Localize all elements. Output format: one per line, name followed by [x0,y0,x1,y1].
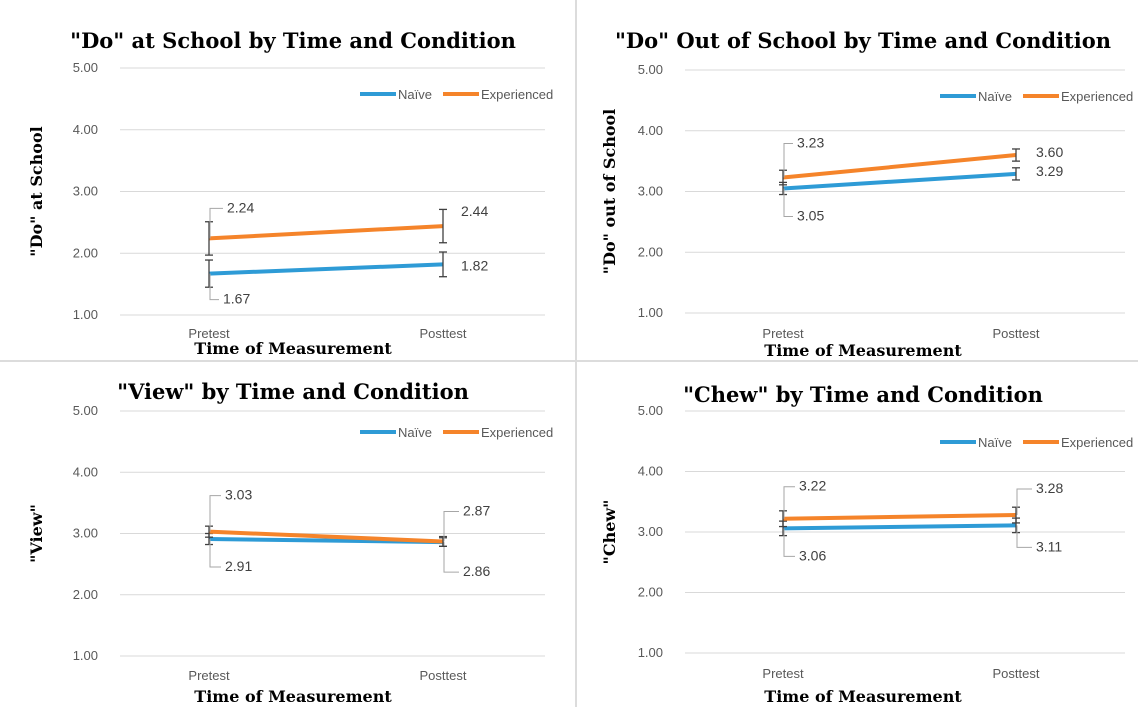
series-line [208,529,444,544]
data-label-leader [783,486,795,519]
data-label: 3.23 [797,135,824,151]
data-label-leader [209,495,221,532]
y-tick-label: 2.00 [73,245,98,260]
panel-divider-horizontal [0,360,1138,362]
y-axis-label: "Do" at School [27,126,46,256]
x-axis-label: Time of Measurement [194,687,392,706]
y-tick-label: 3.00 [638,184,663,199]
data-label-leader [783,188,793,217]
y-tick-label: 5.00 [638,62,663,77]
chart-title: "Chew" by Time and Condition [683,382,1043,407]
data-label: 2.91 [225,558,252,574]
data-label: 3.03 [225,487,252,503]
y-tick-label: 2.00 [638,585,663,600]
series-line [782,171,1017,191]
data-label: 1.67 [223,291,250,307]
chart-svg: 1.00 2.00 3.00 4.00 5.00 Pretest Posttest "Do" … [600,28,1133,360]
chart-do-at-school: 1.00 2.00 3.00 4.00 5.00 Pretest Posttest "Do" … [0,0,575,360]
chart-do-out-of-school: 1.00 2.00 3.00 4.00 5.00 Pretest Posttest "Do" … [577,0,1138,360]
data-label-leader [209,273,219,301]
y-tick-label: 4.00 [73,122,98,137]
y-axis-label: "Do" out of School [600,109,619,275]
legend-label: Naïve [978,89,1012,104]
chart-view: 1.00 2.00 3.00 4.00 5.00 Pretest Posttest "View… [0,362,575,707]
chart-title: "Do" at School by Time and Condition [70,28,516,53]
data-label-leader [1016,488,1032,516]
legend-label: Experienced [481,425,553,440]
legend-label: Experienced [1061,89,1133,104]
x-axis-label: Time of Measurement [764,341,962,360]
y-tick-label: 1.00 [638,645,663,660]
series-line [782,513,1017,521]
y-tick-label: 2.00 [73,587,98,602]
chart-svg: 1.00 2.00 3.00 4.00 5.00 Pretest Posttest "View… [27,379,553,706]
chart-title: "View" by Time and Condition [117,379,469,404]
data-label-leader [209,207,223,239]
series-line [782,153,1017,180]
data-label: 3.60 [1036,144,1063,160]
data-label-leader [783,528,795,557]
legend-label: Experienced [1061,435,1133,450]
y-axis-label: "Chew" [600,500,619,565]
data-label-leader [443,510,459,542]
series-line [782,523,1017,531]
series-line [208,262,444,276]
y-axis-label: "View" [27,504,46,563]
x-tick-label: Pretest [762,666,804,681]
legend-label: Naïve [398,425,432,440]
x-tick-label: Posttest [993,326,1040,341]
data-label-leader [783,143,793,178]
chart-svg: 1.00 2.00 3.00 4.00 5.00 Pretest Posttest "Do" … [27,28,553,358]
x-tick-label: Pretest [188,326,230,341]
data-label: 2.86 [463,563,490,579]
y-tick-label: 1.00 [638,305,663,320]
y-tick-label: 3.00 [638,524,663,539]
chart-title: "Do" Out of School by Time and Condition [615,28,1111,53]
x-tick-label: Pretest [762,326,804,341]
y-tick-label: 4.00 [638,464,663,479]
x-tick-label: Pretest [188,668,230,683]
y-tick-label: 3.00 [73,184,98,199]
y-tick-label: 4.00 [73,464,98,479]
y-tick-label: 5.00 [638,403,663,418]
y-tick-label: 2.00 [638,244,663,259]
data-label: 3.06 [799,547,826,563]
x-tick-label: Posttest [993,666,1040,681]
data-label: 3.05 [797,207,824,223]
x-tick-label: Posttest [420,326,467,341]
series-line [208,224,444,241]
chart-chew: 1.00 2.00 3.00 4.00 5.00 Pretest Posttest "Chew… [577,362,1138,707]
data-label: 2.87 [463,502,490,518]
x-tick-label: Posttest [420,668,467,683]
legend-label: Experienced [481,87,553,102]
x-axis-label: Time of Measurement [194,339,392,358]
data-label: 2.44 [461,203,488,219]
data-label: 3.29 [1036,163,1063,179]
x-axis-label: Time of Measurement [764,687,962,706]
y-tick-label: 1.00 [73,307,98,322]
legend-label: Naïve [978,435,1012,450]
y-tick-label: 1.00 [73,648,98,663]
panel-divider-vertical [575,0,577,707]
chart-svg: 1.00 2.00 3.00 4.00 5.00 Pretest Posttest "Chew… [600,382,1133,706]
data-label-leader [443,542,459,573]
y-tick-label: 4.00 [638,123,663,138]
data-label: 1.82 [461,257,488,273]
data-label-leader [1016,525,1032,548]
data-label: 3.22 [799,478,826,494]
y-tick-label: 5.00 [73,60,98,75]
y-tick-label: 3.00 [73,526,98,541]
data-label: 2.24 [227,199,254,215]
y-tick-label: 5.00 [73,403,98,418]
data-label: 3.28 [1036,480,1063,496]
data-label: 3.11 [1036,538,1062,554]
legend-label: Naïve [398,87,432,102]
data-label-leader [209,539,221,568]
